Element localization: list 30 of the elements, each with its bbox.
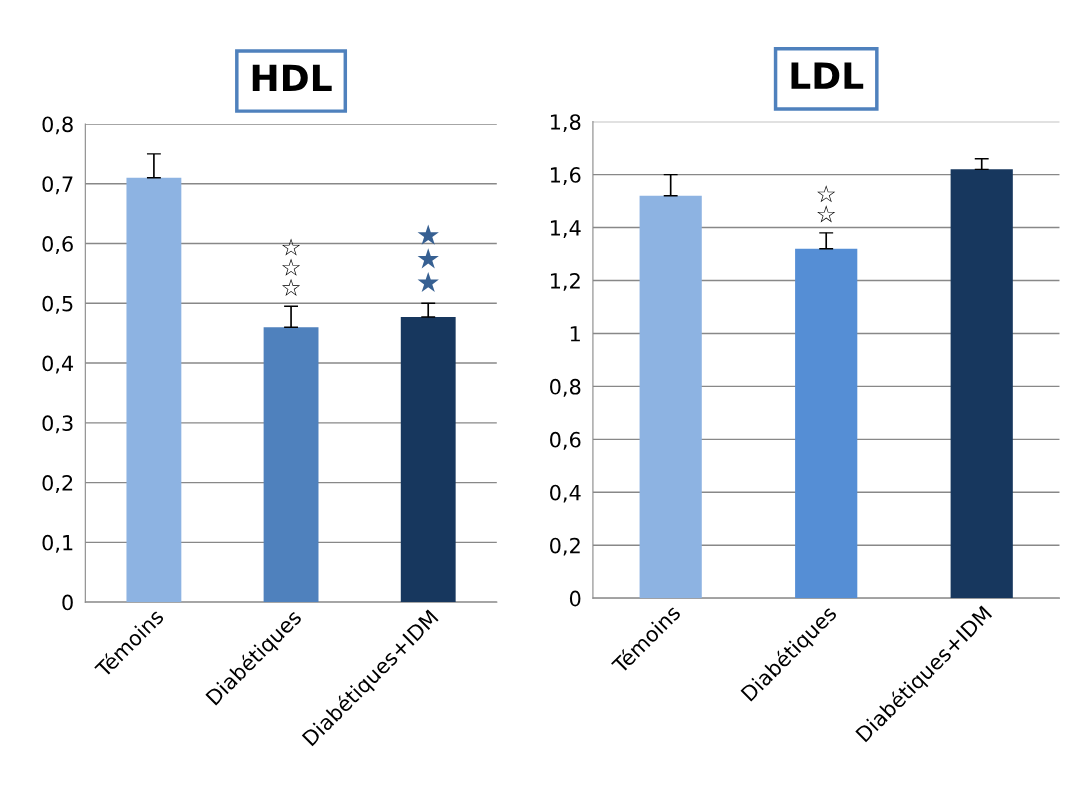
annotation: ☆ ☆ ☆	[282, 238, 301, 296]
y-tick-label: 0,7	[42, 176, 73, 195]
y-tick-label: 0	[62, 594, 73, 611]
y-tick-label: 0,8	[42, 116, 73, 135]
y-tick-label: 0,4	[42, 355, 74, 374]
chart-title: LDL	[791, 62, 864, 89]
y-tick-label: 1	[570, 326, 580, 342]
y-tick-label: 0,5	[42, 295, 73, 314]
y-tick-label: 0	[569, 590, 581, 607]
y-tick-label: 1,2	[550, 272, 580, 291]
annotation: ★ ★ ★	[417, 224, 439, 293]
bar	[126, 177, 182, 603]
annotation: ☆ ☆	[817, 185, 836, 223]
bar	[400, 317, 456, 603]
chart-title: HDL	[252, 64, 332, 91]
bar	[639, 195, 702, 599]
y-tick-label: 0,2	[550, 537, 580, 556]
y-tick-label: 0,1	[42, 534, 73, 553]
bar	[263, 327, 319, 603]
y-tick-label: 0,8	[550, 378, 581, 397]
bar	[795, 248, 858, 599]
bar	[950, 169, 1013, 599]
y-tick-label: 0,3	[42, 415, 73, 434]
y-tick-label: 1,8	[550, 114, 581, 133]
y-tick-label: 0,6	[550, 431, 581, 450]
y-tick-label: 1,6	[550, 167, 581, 185]
y-tick-label: 1,4	[550, 220, 581, 238]
y-tick-label: 0,4	[550, 484, 581, 503]
y-tick-label: 0,6	[42, 236, 73, 254]
y-tick-label: 0,2	[42, 475, 73, 493]
